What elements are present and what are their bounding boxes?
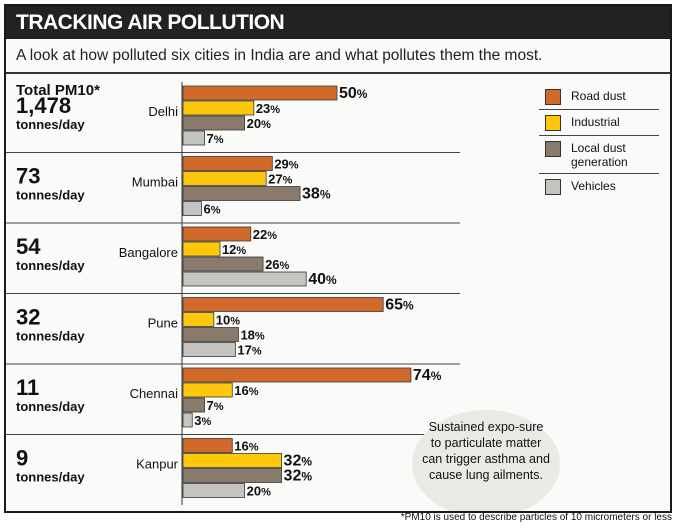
total-value-pune: 32 bbox=[16, 305, 40, 330]
bar-kanpur-industrial bbox=[182, 453, 282, 468]
infographic-frame: TRACKING AIR POLLUTION A look at how pol… bbox=[4, 4, 672, 513]
bar-mumbai-road-dust bbox=[182, 156, 273, 171]
city-label-bangalore: Bangalore bbox=[119, 245, 178, 260]
bar-delhi-road-dust bbox=[182, 85, 338, 101]
legend-item-local-dust-generation: Local dust generation bbox=[539, 136, 659, 174]
value-label-bangalore-vehicles: 40% bbox=[308, 271, 337, 288]
city-label-mumbai: Mumbai bbox=[132, 175, 178, 190]
legend-swatch-vehicles bbox=[545, 179, 561, 195]
legend-swatch-road-dust bbox=[545, 89, 561, 105]
value-label-delhi-vehicles: 7% bbox=[207, 131, 224, 146]
value-label-bangalore-road-dust: 22% bbox=[253, 227, 277, 242]
bar-mumbai-vehicles bbox=[182, 201, 202, 216]
legend-item-road-dust: Road dust bbox=[539, 84, 659, 110]
bar-chennai-road-dust bbox=[182, 367, 412, 383]
legend-label-road-dust: Road dust bbox=[571, 89, 626, 103]
bar-pune-local-dust-generation bbox=[182, 327, 239, 342]
bar-bangalore-road-dust bbox=[182, 226, 252, 242]
bar-mumbai-local-dust-generation bbox=[182, 186, 301, 201]
value-label-mumbai-local-dust-generation: 38% bbox=[302, 186, 331, 203]
legend-swatch-industrial bbox=[545, 115, 561, 131]
bar-bangalore-industrial bbox=[182, 241, 221, 257]
city-label-delhi: Delhi bbox=[148, 104, 178, 119]
bar-kanpur-local-dust-generation bbox=[182, 468, 282, 483]
value-label-delhi-road-dust: 50% bbox=[339, 85, 368, 102]
bar-delhi-local-dust-generation bbox=[182, 115, 245, 131]
value-label-mumbai-industrial: 27% bbox=[268, 172, 292, 187]
legend-label-industrial: Industrial bbox=[571, 115, 620, 129]
value-label-kanpur-vehicles: 20% bbox=[247, 484, 271, 499]
total-unit-bangalore: tonnes/day bbox=[16, 258, 85, 273]
bar-delhi-industrial bbox=[182, 100, 255, 116]
chart-subtitle: A look at how polluted six cities in Ind… bbox=[16, 47, 543, 64]
legend-label-vehicles: Vehicles bbox=[571, 179, 616, 193]
bar-pune-industrial bbox=[182, 312, 215, 327]
value-label-kanpur-industrial: 32% bbox=[284, 453, 313, 470]
subtitle-divider bbox=[6, 72, 670, 74]
legend-item-industrial: Industrial bbox=[539, 110, 659, 136]
value-label-pune-vehicles: 17% bbox=[237, 343, 261, 358]
value-label-chennai-road-dust: 74% bbox=[413, 367, 442, 384]
total-value-kanpur: 9 bbox=[16, 446, 28, 471]
legend-item-vehicles: Vehicles bbox=[539, 174, 659, 199]
bar-bangalore-local-dust-generation bbox=[182, 256, 264, 272]
health-callout: Sustained expo-sure to particulate matte… bbox=[412, 410, 560, 511]
value-label-chennai-local-dust-generation: 7% bbox=[207, 398, 224, 413]
bar-kanpur-vehicles bbox=[182, 483, 245, 498]
total-value-mumbai: 73 bbox=[16, 164, 40, 189]
value-label-mumbai-vehicles: 6% bbox=[203, 202, 220, 217]
total-pm10-header: Total PM10* bbox=[16, 82, 100, 99]
value-label-pune-industrial: 10% bbox=[216, 313, 240, 328]
bar-bangalore-vehicles bbox=[182, 271, 307, 287]
city-label-kanpur: Kanpur bbox=[136, 457, 179, 472]
bar-pune-road-dust bbox=[182, 297, 384, 312]
value-label-chennai-industrial: 16% bbox=[234, 383, 258, 398]
total-unit-pune: tonnes/day bbox=[16, 329, 85, 344]
total-value-chennai: 11 bbox=[16, 375, 39, 400]
total-unit-chennai: tonnes/day bbox=[16, 399, 85, 414]
value-label-chennai-vehicles: 3% bbox=[194, 413, 211, 428]
value-label-mumbai-road-dust: 29% bbox=[274, 157, 298, 172]
value-label-pune-road-dust: 65% bbox=[385, 297, 414, 314]
value-label-bangalore-industrial: 12% bbox=[222, 242, 246, 257]
total-unit-mumbai: tonnes/day bbox=[16, 188, 85, 203]
bar-pune-vehicles bbox=[182, 342, 236, 357]
value-label-delhi-industrial: 23% bbox=[256, 101, 280, 116]
total-value-bangalore: 54 bbox=[16, 234, 41, 259]
legend: Road dust Industrial Local dust generation… bbox=[539, 84, 659, 199]
value-label-kanpur-road-dust: 16% bbox=[234, 439, 258, 454]
value-label-delhi-local-dust-generation: 20% bbox=[247, 116, 271, 131]
bar-delhi-vehicles bbox=[182, 130, 205, 146]
value-label-kanpur-local-dust-generation: 32% bbox=[284, 468, 313, 485]
total-unit-delhi: tonnes/day bbox=[16, 117, 85, 132]
bar-chart: 1,478tonnes/dayDelhi50%23%20%7%73tonnes/… bbox=[6, 82, 460, 505]
title-bar: TRACKING AIR POLLUTION bbox=[6, 6, 670, 39]
value-label-pune-local-dust-generation: 18% bbox=[240, 328, 264, 343]
city-label-chennai: Chennai bbox=[130, 386, 179, 401]
chart-title: TRACKING AIR POLLUTION bbox=[16, 11, 285, 34]
bar-chennai-vehicles bbox=[182, 412, 193, 428]
value-label-bangalore-local-dust-generation: 26% bbox=[265, 257, 289, 272]
total-unit-kanpur: tonnes/day bbox=[16, 470, 85, 485]
footnote: *PM10 is used to describe particles of 1… bbox=[400, 512, 672, 523]
city-label-pune: Pune bbox=[148, 316, 178, 331]
total-value-delhi: 1,478 bbox=[16, 93, 71, 118]
legend-label-local-dust-generation: Local dust generation bbox=[571, 141, 628, 169]
bar-chennai-industrial bbox=[182, 382, 233, 398]
bar-kanpur-road-dust bbox=[182, 438, 233, 453]
bar-chennai-local-dust-generation bbox=[182, 397, 205, 413]
callout-text: Sustained expo-sure to particulate matte… bbox=[422, 420, 550, 482]
bar-mumbai-industrial bbox=[182, 171, 267, 186]
legend-swatch-local-dust-generation bbox=[545, 141, 561, 157]
